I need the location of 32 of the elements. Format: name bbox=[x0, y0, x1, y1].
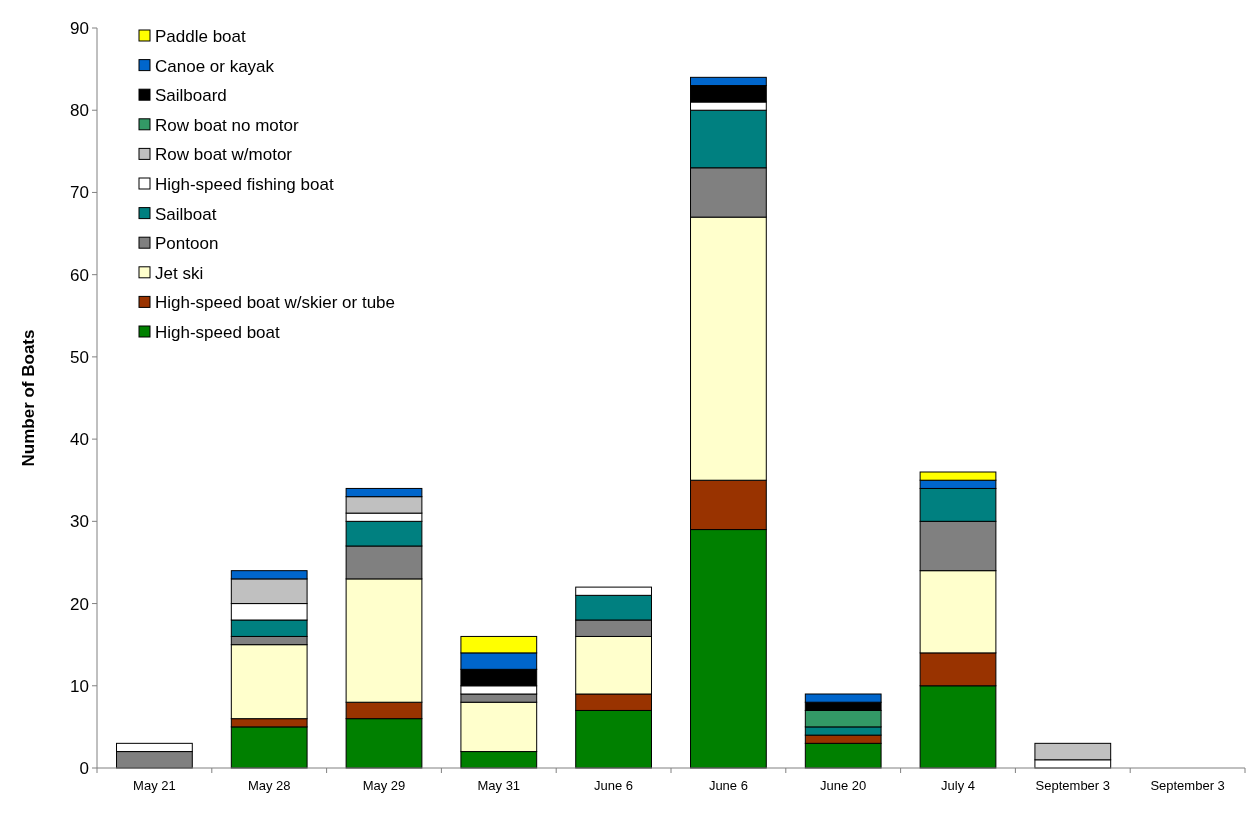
y-tick-label: 10 bbox=[70, 676, 89, 696]
x-tick-label: May 28 bbox=[247, 778, 291, 793]
legend-label: Sailboat bbox=[155, 204, 217, 224]
y-tick-label: 40 bbox=[70, 430, 89, 450]
legend-label: Paddle boat bbox=[155, 26, 247, 46]
y-tick-label: 90 bbox=[70, 18, 89, 38]
legend-label: Row boat no motor bbox=[155, 115, 299, 135]
x-tick-label: June 20 bbox=[820, 778, 867, 793]
legend-label: Row boat w/motor bbox=[155, 145, 293, 165]
y-axis-title: Number of Boats bbox=[19, 329, 38, 467]
y-tick-label: 80 bbox=[70, 101, 89, 121]
x-tick-label: June 6 bbox=[594, 778, 634, 793]
x-tick-label: June 6 bbox=[708, 778, 748, 793]
x-tick-label: May 29 bbox=[362, 778, 406, 793]
legend-label: Sailboard bbox=[155, 86, 227, 106]
y-tick-label: 20 bbox=[70, 594, 89, 614]
x-tick-label: May 31 bbox=[477, 778, 521, 793]
y-tick-label: 60 bbox=[70, 265, 89, 285]
legend-label: Canoe or kayak bbox=[155, 56, 275, 76]
legend-label: Jet ski bbox=[155, 263, 204, 283]
y-tick-label: 50 bbox=[70, 347, 89, 367]
x-tick-label: May 21 bbox=[133, 778, 176, 793]
legend-label: Pontoon bbox=[155, 234, 219, 254]
legend-label: High-speed boat w/skier or tube bbox=[155, 293, 396, 313]
legend-label: High-speed fishing boat bbox=[155, 174, 334, 194]
x-tick-label: September 3 bbox=[1150, 778, 1225, 793]
x-tick-label: July 4 bbox=[941, 778, 975, 793]
legend-label: High-speed boat bbox=[155, 322, 281, 342]
y-tick-label: 30 bbox=[70, 512, 89, 532]
x-tick-label: September 3 bbox=[1035, 778, 1111, 793]
y-tick-label: 0 bbox=[79, 758, 89, 778]
y-tick-label: 70 bbox=[70, 183, 89, 203]
